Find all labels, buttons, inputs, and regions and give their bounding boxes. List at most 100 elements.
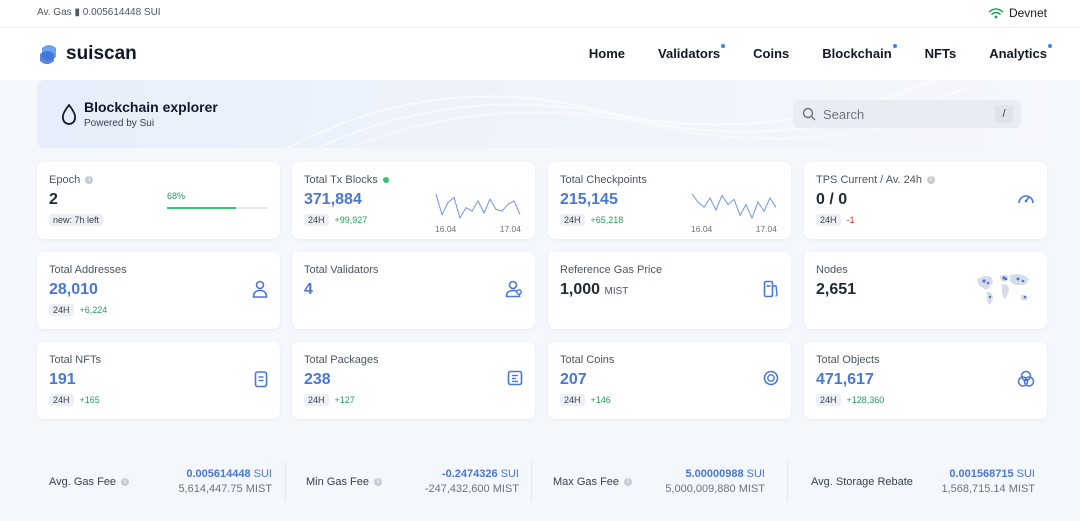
validators-card[interactable]: Total Validators 4	[292, 252, 535, 329]
nav-nfts[interactable]: NFTs	[925, 46, 957, 61]
period-badge: 24H	[560, 394, 585, 406]
sparkline-start-date: 16.04	[691, 224, 713, 234]
period-badge: 24H	[816, 214, 841, 226]
label-text: Total Tx Blocks	[304, 174, 378, 186]
tx-blocks-delta: 24H +99,927	[304, 214, 367, 226]
info-icon[interactable]: i	[926, 176, 935, 184]
avg-gas-value: 0.005614448 SUI	[82, 7, 161, 18]
gas-fees-summary: Avg. Gas Fee i 0.005614448 SUI 5,614,447.…	[37, 462, 1047, 502]
gas-price-card[interactable]: Reference Gas Price 1,000 MIST	[548, 252, 791, 329]
objects-value: 471,617	[816, 371, 874, 388]
nodes-card[interactable]: Nodes 2,651	[804, 252, 1047, 329]
checkpoints-card[interactable]: Total Checkpoints 215,145 24H +65,218 16.…	[548, 162, 791, 239]
label-text: Epoch	[49, 174, 81, 186]
sparkline-start-date: 16.04	[435, 224, 457, 234]
fee-sui-unit: SUI	[500, 468, 519, 480]
fee-sui-number: 0.001568715	[949, 468, 1014, 480]
nav-home[interactable]: Home	[589, 46, 625, 61]
card-label: Total Checkpoints	[560, 174, 647, 186]
fee-sui-value: 5.00000988 SUI	[685, 468, 765, 480]
wifi-icon	[988, 8, 1004, 19]
coins-card[interactable]: Total Coins 207 24H +146	[548, 342, 791, 419]
delta-value: +65,218	[590, 215, 624, 225]
fee-sui-value: -0.2474326 SUI	[442, 468, 519, 480]
avg-gas-fee: Avg. Gas Fee i 0.005614448 SUI 5,614,447.…	[37, 462, 272, 502]
epoch-card[interactable]: Epoch i 2 new: 7h left 68%	[37, 162, 280, 239]
card-label: Total Coins	[560, 354, 614, 366]
period-badge: 24H	[816, 394, 841, 406]
world-map-icon	[977, 274, 1029, 305]
tx-blocks-card[interactable]: Total Tx Blocks 371,884 24H +99,927 16.04…	[292, 162, 535, 239]
gas-price-unit: MIST	[604, 286, 629, 297]
fee-mist-value: -247,432,600 MIST	[424, 483, 519, 495]
main-nav: Home Validators Coins Blockchain NFTs An…	[589, 44, 1052, 61]
sparkline-path	[691, 193, 777, 220]
user-icon	[252, 280, 268, 298]
packages-card[interactable]: Total Packages 238 24H +127	[292, 342, 535, 419]
addresses-card[interactable]: Total Addresses 28,010 24H +6,224	[37, 252, 280, 329]
info-icon[interactable]: i	[121, 478, 130, 486]
fee-sui-number: 5.00000988	[685, 468, 744, 480]
addresses-value: 28,010	[49, 281, 98, 298]
hero-banner: Blockchain explorer Powered by Sui Searc…	[37, 80, 1047, 148]
packages-value: 238	[304, 371, 331, 388]
fee-label: Max Gas Fee i	[553, 476, 633, 488]
search-placeholder: Search	[823, 106, 865, 122]
tps-card[interactable]: TPS Current / Av. 24h i 0 / 0 24H -1	[804, 162, 1047, 239]
coin-icon	[763, 370, 779, 386]
period-badge: 24H	[560, 214, 585, 226]
fee-mist-value: 5,000,009,880 MIST	[665, 483, 765, 495]
new-indicator-dot	[721, 44, 726, 48]
delta-value: +99,927	[334, 215, 368, 225]
epoch-remaining: new: 7h left	[49, 214, 104, 226]
nav-analytics[interactable]: Analytics	[989, 44, 1052, 61]
avg-gas-indicator: Av. Gas ▮ 0.005614448 SUI	[37, 7, 161, 18]
info-icon[interactable]: i	[624, 478, 633, 486]
coins-value: 207	[560, 371, 587, 388]
info-icon[interactable]: i	[85, 176, 94, 184]
package-icon	[507, 370, 523, 386]
gas-pump-icon: ▮	[74, 7, 80, 18]
divider	[531, 462, 532, 502]
min-gas-fee: Min Gas Fee i -0.2474326 SUI -247,432,600…	[294, 462, 519, 502]
divider	[787, 462, 788, 502]
epoch-progress-label: 68%	[167, 191, 186, 201]
card-label: Total Objects	[816, 354, 880, 366]
search-input[interactable]: Search /	[793, 100, 1021, 128]
avg-gas-label: Av. Gas	[37, 7, 72, 18]
top-bar: Av. Gas ▮ 0.005614448 SUI Devnet	[0, 0, 1080, 28]
checkpoints-value: 215,145	[560, 191, 618, 208]
brand-logo[interactable]: suiscan	[38, 42, 137, 66]
period-badge: 24H	[304, 214, 329, 226]
card-label: TPS Current / Av. 24h i	[816, 174, 935, 186]
nav-label: Validators	[658, 46, 721, 61]
checkpoints-sparkline	[691, 193, 777, 220]
info-icon[interactable]: i	[373, 478, 382, 486]
objects-card[interactable]: Total Objects 471,617 24H +128,360	[804, 342, 1047, 419]
epoch-value: 2	[49, 191, 58, 208]
nav-coins[interactable]: Coins	[753, 46, 789, 61]
tps-delta: 24H -1	[816, 214, 855, 226]
network-selector[interactable]: Devnet	[988, 6, 1047, 20]
label-text: Nodes	[816, 264, 848, 276]
addresses-delta: 24H +6,224	[49, 304, 107, 316]
delta-value: +6,224	[79, 305, 108, 315]
card-label: Nodes	[816, 264, 848, 276]
delta-value: +128,360	[846, 395, 885, 405]
fee-label-text: Avg. Gas Fee	[49, 476, 117, 488]
droplet-icon	[61, 104, 77, 125]
fee-label-text: Max Gas Fee	[553, 476, 620, 488]
delta-value: +146	[590, 395, 611, 405]
card-label: Total Tx Blocks	[304, 174, 389, 186]
fee-sui-value: 0.001568715 SUI	[949, 468, 1035, 480]
card-label: Reference Gas Price	[560, 264, 662, 276]
nav-blockchain[interactable]: Blockchain	[822, 44, 897, 61]
sui-logo-icon	[40, 45, 56, 64]
nav-label: Analytics	[989, 46, 1047, 61]
header: suiscan Home Validators Coins Blockchain…	[0, 28, 1080, 80]
nav-validators[interactable]: Validators	[658, 44, 726, 61]
tx-blocks-value: 371,884	[304, 191, 362, 208]
fee-sui-unit: SUI	[1016, 468, 1035, 480]
nfts-card[interactable]: Total NFTs 191 24H +165	[37, 342, 280, 419]
brand-name: suiscan	[66, 43, 137, 64]
